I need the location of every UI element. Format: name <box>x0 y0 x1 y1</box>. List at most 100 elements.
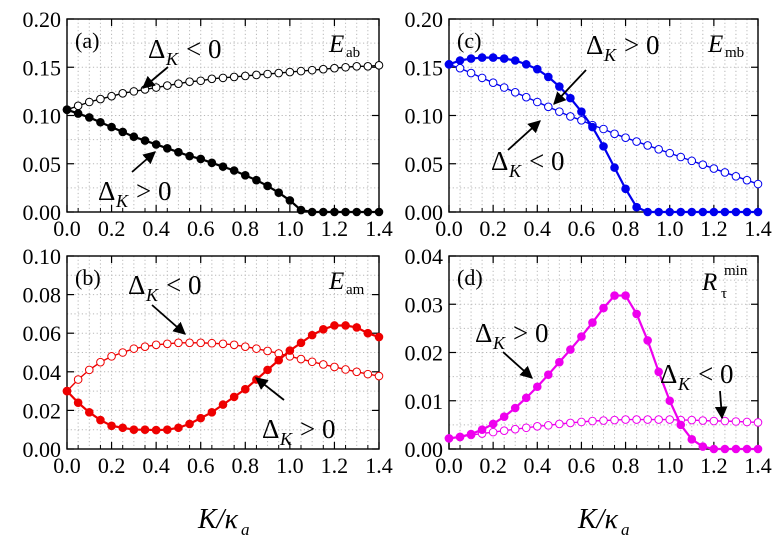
data-point <box>374 332 384 342</box>
annotation-relation: > 0 <box>624 30 659 60</box>
y-tick-label: 0.02 <box>405 341 444 366</box>
data-point <box>107 91 116 101</box>
data-point <box>643 141 652 150</box>
x-tick-label: 1.2 <box>321 216 349 241</box>
annotation-arrow <box>714 390 728 420</box>
data-point <box>174 79 183 88</box>
data-point <box>499 412 509 421</box>
data-point <box>488 78 498 87</box>
data-point <box>374 371 384 381</box>
data-point <box>720 444 730 454</box>
y-tick-label: 0.10 <box>23 244 62 269</box>
data-point <box>274 355 284 365</box>
y-tick-label: 0.20 <box>23 7 62 32</box>
metric-sup: min <box>724 263 748 279</box>
data-point <box>676 420 686 430</box>
x-tick-label: 0.6 <box>568 453 596 478</box>
panel-b: 0.0 0.2 0.4 0.6 0.8 1.0 1.2 1.4 0.00 0.02 0.04 0.06… <box>23 244 393 478</box>
data-point <box>599 124 608 134</box>
data-point <box>588 416 597 426</box>
x-tick-label: 0.8 <box>612 453 640 478</box>
data-point <box>510 56 520 65</box>
data-point <box>488 53 498 62</box>
data-point <box>174 338 183 348</box>
data-point <box>687 435 697 444</box>
panel-d: 0.0 0.2 0.4 0.6 0.8 1.0 1.2 1.4 0.00 0.01 0.02 0.03… <box>405 244 772 478</box>
data-point <box>510 403 520 413</box>
series-positive-b <box>62 321 384 435</box>
data-point <box>610 415 619 425</box>
data-point <box>599 142 608 151</box>
annotation-delta: Δ <box>262 414 279 444</box>
data-point <box>742 175 752 185</box>
data-point <box>676 207 686 217</box>
data-point <box>374 207 384 217</box>
data-point <box>742 207 752 217</box>
annotation-arrow <box>142 66 169 89</box>
data-point <box>118 127 128 137</box>
annotation-arrow <box>255 377 285 401</box>
data-point <box>285 346 295 355</box>
data-point <box>532 422 542 431</box>
data-point <box>731 417 741 426</box>
x-axis-title-main: K/κ <box>577 504 618 535</box>
data-point <box>374 61 384 70</box>
annotation-relation: < 0 <box>529 146 564 176</box>
data-point <box>174 147 183 157</box>
x-tick-label: 0.0 <box>435 453 463 478</box>
x-tick-label: 0.2 <box>98 216 126 241</box>
annotation-delta: Δ <box>660 359 677 389</box>
data-point <box>62 105 72 115</box>
y-tick-label: 0.00 <box>23 200 62 225</box>
data-point <box>654 367 663 377</box>
data-point <box>151 140 161 149</box>
data-point <box>196 413 206 423</box>
data-point <box>477 53 487 62</box>
annotation-sub: K <box>508 161 522 181</box>
metric-main: E <box>328 268 344 295</box>
x-tick-label: 1.4 <box>744 216 772 241</box>
annotation-sub: K <box>145 285 159 305</box>
data-point <box>753 418 763 427</box>
data-point <box>341 321 350 330</box>
data-point <box>466 429 476 439</box>
x-axis-title-sub: a <box>241 520 250 539</box>
data-point <box>274 68 284 78</box>
data-point <box>252 70 261 80</box>
data-point <box>118 348 128 357</box>
series-negative-d <box>444 415 763 443</box>
data-point <box>665 148 675 158</box>
data-point <box>731 171 741 181</box>
data-point <box>185 77 194 87</box>
data-point <box>720 168 730 177</box>
data-point <box>140 425 150 435</box>
data-point <box>444 60 454 69</box>
data-point <box>229 72 239 82</box>
data-point <box>151 83 161 92</box>
data-point <box>588 122 597 132</box>
data-point <box>455 56 465 65</box>
data-point <box>621 291 630 300</box>
data-point <box>632 202 641 212</box>
data-point <box>118 89 128 98</box>
data-point <box>263 365 272 375</box>
data-point <box>687 415 697 425</box>
panel-label: (c) <box>457 28 481 53</box>
x-tick-label: 1.0 <box>276 453 304 478</box>
data-point <box>330 321 339 330</box>
data-point <box>252 375 261 384</box>
data-point <box>477 73 487 83</box>
data-point <box>742 417 752 427</box>
data-point <box>285 196 295 205</box>
data-point <box>363 328 373 338</box>
data-point <box>229 166 239 175</box>
data-point <box>499 54 509 63</box>
data-point <box>240 71 250 81</box>
x-tick-label: 0.2 <box>479 453 507 478</box>
data-point <box>521 60 531 69</box>
x-tick-label: 0.4 <box>524 453 552 478</box>
panel-a: 0.0 0.2 0.4 0.6 0.8 1.0 1.2 1.4 0.00 0.05 0.10 0.15… <box>23 7 393 241</box>
data-point <box>73 101 83 111</box>
data-point <box>510 424 520 434</box>
